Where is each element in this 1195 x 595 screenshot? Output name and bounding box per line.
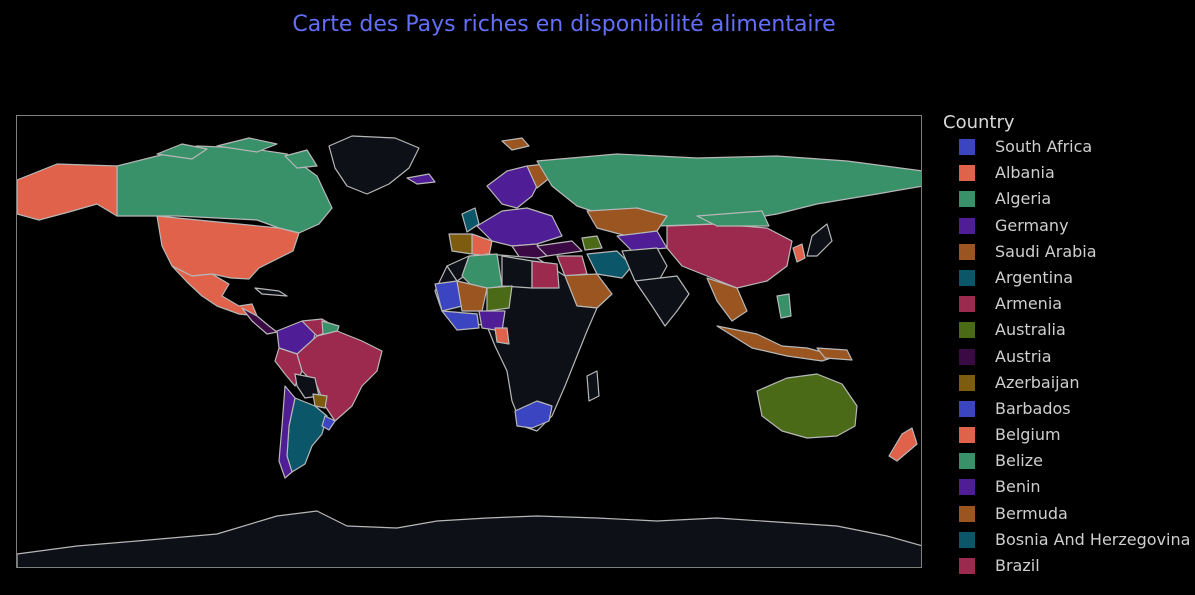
legend-label: Albania: [995, 163, 1055, 183]
legend-swatch: [959, 165, 975, 182]
legend-swatch: [959, 531, 975, 548]
cuba[interactable]: [254, 287, 288, 297]
svalbard[interactable]: [406, 173, 436, 185]
central-america[interactable]: [241, 307, 278, 335]
legend-item[interactable]: Saudi Arabia: [943, 242, 1097, 268]
legend-item[interactable]: Australia: [943, 320, 1066, 346]
canada[interactable]: [116, 145, 333, 234]
legend-label: South Africa: [995, 137, 1093, 156]
legend-item[interactable]: Bermuda: [943, 504, 1068, 530]
legend-label: Benin: [995, 477, 1041, 497]
legend-label: Austria: [995, 346, 1052, 366]
west-africa[interactable]: [441, 310, 480, 331]
australia[interactable]: [756, 373, 858, 439]
chile[interactable]: [278, 385, 296, 479]
legend-label: Armenia: [995, 294, 1063, 314]
india[interactable]: [634, 275, 690, 327]
legend-swatch: [959, 322, 975, 339]
madagascar[interactable]: [586, 370, 600, 402]
legend-item[interactable]: Albania: [943, 163, 1055, 189]
new-zealand[interactable]: [888, 427, 918, 462]
legend-swatch: [959, 348, 975, 365]
legend-swatch: [959, 558, 975, 574]
uruguay[interactable]: [321, 415, 336, 431]
legend-item[interactable]: Barbados: [943, 399, 1071, 425]
arctic-islands[interactable]: [156, 137, 318, 169]
bolivia[interactable]: [294, 373, 320, 399]
legend-swatch: [959, 505, 975, 522]
legend-swatch: [959, 243, 975, 260]
legend-swatch: [959, 269, 975, 286]
gabon[interactable]: [494, 327, 510, 345]
legend-item[interactable]: Azerbaijan: [943, 373, 1080, 399]
legend-label: Germany: [995, 215, 1069, 235]
legend-item[interactable]: Benin: [943, 477, 1041, 503]
philippines[interactable]: [776, 293, 792, 319]
legend-title: Country: [943, 112, 1015, 133]
legend-label: Belize: [995, 451, 1043, 471]
legend-swatch: [959, 296, 975, 313]
legend-label: Belgium: [995, 425, 1061, 445]
niger[interactable]: [486, 285, 513, 312]
legend-label: Argentina: [995, 267, 1074, 287]
legend-swatch: [959, 427, 975, 444]
legend-swatch: [959, 217, 975, 234]
antarctica[interactable]: [17, 510, 922, 568]
egypt[interactable]: [531, 260, 560, 289]
spain[interactable]: [448, 233, 473, 255]
japan[interactable]: [806, 223, 833, 257]
legend-label: Algeria: [995, 189, 1052, 209]
paraguay[interactable]: [312, 393, 328, 409]
world-map[interactable]: [16, 115, 922, 568]
legend-label: Saudi Arabia: [995, 241, 1097, 261]
legend-label: Brazil: [995, 556, 1040, 575]
mongolia[interactable]: [696, 210, 770, 227]
legend-label: Barbados: [995, 398, 1071, 418]
legend-items: South Africa Albania Algeria Germany Saudi A…: [943, 137, 1190, 582]
legend-swatch: [959, 453, 975, 470]
uk[interactable]: [461, 207, 480, 233]
europe[interactable]: [476, 207, 563, 247]
world-map-svg[interactable]: [17, 116, 922, 568]
iceland[interactable]: [501, 137, 530, 151]
korea[interactable]: [792, 243, 806, 263]
south-africa[interactable]: [514, 400, 553, 429]
legend-swatch: [959, 400, 975, 417]
mexico[interactable]: [171, 265, 258, 317]
legend-swatch: [959, 191, 975, 208]
legend-label: Azerbaijan: [995, 372, 1080, 392]
legend-item[interactable]: Belgium: [943, 425, 1061, 451]
legend-label: Bermuda: [995, 503, 1068, 523]
map-title: Carte des Pays riches en disponibilité a…: [292, 12, 836, 37]
greenland[interactable]: [328, 135, 420, 195]
legend-item[interactable]: Algeria: [943, 189, 1051, 215]
legend-item[interactable]: Bosnia And Herzegovina: [943, 530, 1190, 556]
legend-item[interactable]: Armenia: [943, 294, 1062, 320]
indonesia[interactable]: [716, 325, 838, 362]
papua-new-guinea[interactable]: [816, 347, 853, 361]
iraq[interactable]: [556, 255, 588, 277]
libya[interactable]: [501, 255, 533, 289]
southeast-asia[interactable]: [706, 277, 748, 322]
alaska[interactable]: [17, 163, 118, 221]
legend-item[interactable]: Belize: [943, 451, 1043, 477]
legend-swatch: [959, 479, 975, 496]
legend-swatch: [959, 139, 975, 155]
legend-label: Bosnia And Herzegovina: [995, 529, 1191, 549]
afghanistan-pakistan[interactable]: [621, 247, 668, 285]
china[interactable]: [666, 223, 793, 289]
turkey[interactable]: [536, 240, 583, 257]
iran[interactable]: [586, 250, 633, 279]
azerbaijan[interactable]: [581, 235, 603, 251]
legend-item[interactable]: Austria: [943, 347, 1052, 373]
legend-swatch: [959, 374, 975, 391]
map-legend: Country South Africa Albania Algeria German…: [943, 112, 1190, 582]
legend-item[interactable]: Argentina: [943, 268, 1073, 294]
legend-item[interactable]: South Africa: [943, 137, 1092, 163]
legend-item[interactable]: Germany: [943, 216, 1069, 242]
legend-item[interactable]: Brazil: [943, 556, 1040, 582]
legend-label: Australia: [995, 320, 1066, 340]
